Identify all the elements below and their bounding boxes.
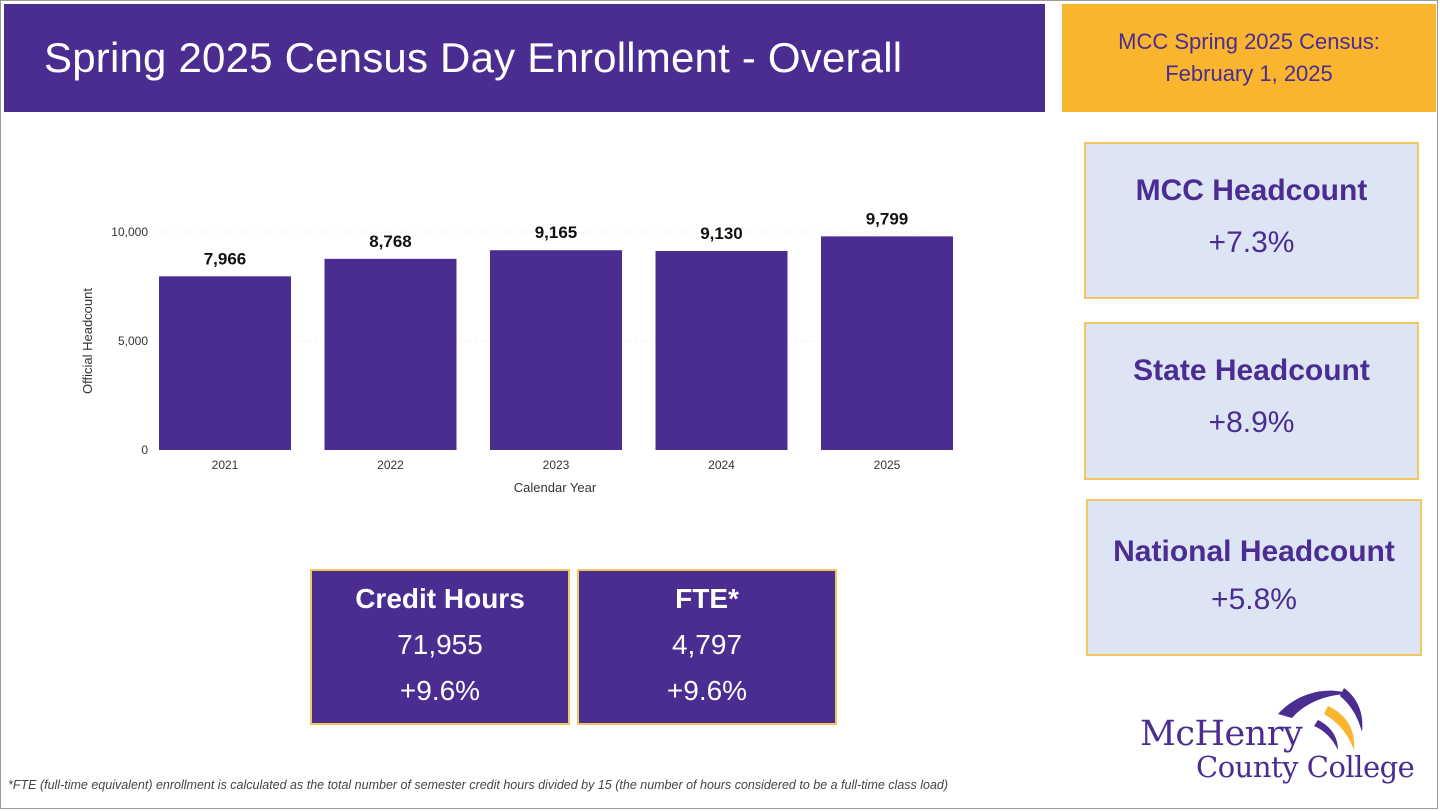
data-label: 9,130 [700, 224, 743, 243]
y-tick-label: 10,000 [111, 225, 148, 239]
stat-card-fte: FTE* 4,797 +9.6% [577, 569, 837, 725]
y-axis-label: Official Headcount [80, 288, 95, 394]
x-tick-label: 2022 [377, 458, 404, 472]
data-label: 7,966 [204, 249, 247, 268]
census-date-box: MCC Spring 2025 Census: February 1, 2025 [1062, 4, 1436, 112]
kpi-card-mcc-headcount: MCC Headcount +7.3% [1084, 142, 1419, 299]
x-tick-label: 2023 [543, 458, 570, 472]
kpi-value: +5.8% [1211, 583, 1297, 616]
bar-2025 [821, 236, 953, 450]
bar-2024 [655, 250, 788, 450]
stat-change: +9.6% [399, 675, 481, 706]
bar-2021 [159, 276, 291, 450]
stat-change: +9.6% [666, 675, 748, 706]
kpi-card-national-headcount: National Headcount +5.8% [1086, 499, 1422, 656]
kpi-value: +7.3% [1208, 226, 1295, 259]
data-label: 9,799 [866, 209, 909, 228]
x-tick-label: 2021 [212, 458, 239, 472]
kpi-title: National Headcount [1113, 535, 1395, 568]
kpi-card-state-headcount: State Headcount +8.9% [1084, 322, 1419, 480]
census-date: February 1, 2025 [1165, 61, 1333, 86]
x-axis-label: Calendar Year [514, 480, 597, 495]
logo-text-line2: County College [1196, 750, 1415, 784]
page-title: Spring 2025 Census Day Enrollment - Over… [44, 34, 903, 81]
kpi-title: MCC Headcount [1135, 174, 1368, 207]
stat-card-credit-hours: Credit Hours 71,955 +9.6% [310, 569, 570, 725]
y-tick-label: 5,000 [118, 334, 148, 348]
flame-logo-icon [1278, 688, 1363, 750]
logo-text-line1: McHenry [1140, 714, 1303, 754]
stat-title: Credit Hours [355, 583, 525, 614]
mchenry-logo: McHenry County College [1138, 686, 1428, 791]
data-label: 9,165 [535, 223, 578, 242]
y-tick-label: 0 [141, 443, 148, 457]
stat-value: 71,955 [397, 629, 483, 660]
x-tick-label: 2025 [874, 458, 901, 472]
kpi-title: State Headcount [1133, 354, 1370, 387]
data-label: 8,768 [369, 232, 412, 251]
stat-value: 4,797 [671, 629, 743, 660]
bar-2022 [324, 258, 457, 450]
x-tick-label: 2024 [708, 458, 735, 472]
stat-title: FTE* [675, 583, 739, 614]
fte-footnote: *FTE (full-time equivalent) enrollment i… [8, 778, 949, 792]
census-label: MCC Spring 2025 Census: [1118, 29, 1380, 54]
title-banner: Spring 2025 Census Day Enrollment - Over… [4, 4, 1045, 112]
bar-2023 [490, 250, 622, 450]
kpi-value: +8.9% [1208, 406, 1295, 439]
enrollment-bar-chart: 0 5,000 10,000 Official Headcount 7,966 2021 8… [80, 209, 955, 495]
